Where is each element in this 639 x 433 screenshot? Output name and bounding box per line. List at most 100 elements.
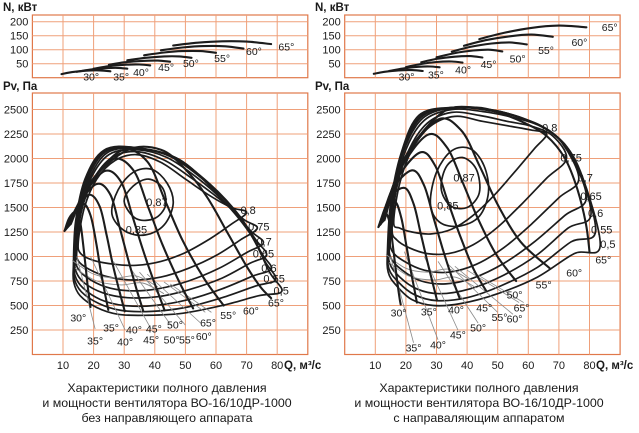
thin-curve — [74, 267, 165, 295]
caption-right: Характеристики полного давления и мощнос… — [326, 381, 632, 426]
y-tick-label: 100 — [322, 45, 340, 57]
efficiency-contour-0,7 — [74, 148, 265, 292]
leader-line — [390, 256, 414, 343]
angle-label: 50° — [470, 323, 486, 335]
angle-label: 35° — [421, 306, 437, 318]
angle-label: 65° — [200, 318, 216, 330]
grid-layer — [31, 14, 621, 356]
efficiency-label: 0,65 — [580, 191, 601, 203]
caption-left-line2: и мощности вентилятора ВО-16/10ДР-1000 — [42, 396, 292, 410]
angle-label: 55° — [536, 279, 552, 291]
leader-line — [113, 261, 152, 330]
caption-right-line3: с направаляющим аппаратом — [393, 411, 565, 425]
y-tick-label: 1500 — [316, 203, 340, 215]
panel-border — [31, 92, 309, 356]
axis-titles-layer: N, кВт N, кВт Pv, Па Pv, Па Q, м³/с Q, м… — [3, 2, 634, 372]
angle-label: 60° — [571, 37, 587, 49]
y-tick-label: 750 — [322, 276, 340, 288]
y-tick-label: 2000 — [4, 154, 28, 166]
y-tick-label: 50 — [16, 59, 28, 71]
angle-label: 30° — [399, 72, 415, 84]
angle-label: 55° — [538, 45, 554, 57]
panel-border — [344, 92, 621, 356]
efficiency-label: 0,5 — [600, 239, 615, 251]
leader-line — [76, 256, 96, 330]
angle-label: 60° — [196, 331, 212, 343]
angle-label: 30° — [70, 313, 86, 325]
angle-label: 40° — [430, 339, 446, 351]
leader-line — [169, 283, 212, 313]
x-tick-label: 20 — [87, 360, 99, 372]
y-tick-label: 1750 — [4, 178, 28, 190]
efficiency-label: 0,75 — [248, 222, 269, 234]
curve-65° — [69, 145, 273, 300]
efficiency-label: 0,55 — [591, 225, 612, 237]
curve-30° — [372, 69, 424, 75]
leader-line — [466, 269, 520, 303]
panel-border — [31, 14, 309, 79]
curve-65° — [478, 24, 588, 41]
y-tick-label: 1250 — [316, 227, 340, 239]
angle-label: 35° — [103, 323, 119, 335]
y-tick-label: 200 — [322, 17, 340, 29]
x-tick-label: 60 — [210, 360, 222, 372]
angle-label: 40° — [455, 65, 471, 77]
curve-35° — [75, 66, 129, 73]
angle-label: 55° — [214, 53, 230, 65]
efficiency-contour-0,5 — [72, 145, 283, 317]
x-tick-label: 40 — [461, 360, 473, 372]
caption-right-line1: Характеристики полного давления — [379, 381, 579, 395]
efficiency-contour-0,6 — [387, 106, 592, 295]
y-tick-label: 2250 — [316, 129, 340, 141]
y-tick-label: 2000 — [316, 154, 340, 166]
y-tick-label: 500 — [322, 301, 340, 313]
x-tick-label: 50 — [179, 360, 191, 372]
x-tick-label: 10 — [369, 360, 381, 372]
y-tick-label: 100 — [10, 45, 28, 57]
y-tick-label: 1750 — [316, 178, 340, 190]
y-tick-label: 2250 — [4, 129, 28, 141]
curve-65° — [383, 105, 591, 253]
angle-label: 50° — [183, 58, 199, 70]
curve-55° — [143, 49, 218, 57]
angle-label: 40° — [133, 67, 149, 79]
efficiency-label: 0,8 — [542, 123, 557, 135]
leader-line — [139, 271, 186, 326]
angle-label: 65° — [602, 22, 618, 34]
efficiency-label: 0,7 — [256, 236, 271, 248]
flow-axis-label-left: Q, м³/с — [284, 360, 322, 372]
y-tick-label: 1000 — [316, 252, 340, 264]
caption-right-line2: и мощности вентилятора ВО-16/10ДР-1000 — [354, 396, 604, 410]
angle-label: 45° — [481, 59, 497, 71]
y-tick-label: 150 — [322, 31, 340, 43]
leader-line — [473, 271, 524, 303]
leader-line — [454, 265, 514, 315]
angle-label: 60° — [507, 314, 523, 326]
angle-label: 65° — [268, 298, 284, 310]
efficiency-label: 0,6 — [261, 263, 276, 275]
x-tick-label: 70 — [553, 360, 565, 372]
y-tick-label: 250 — [10, 325, 28, 337]
efficiency-label: 0,55 — [263, 274, 284, 286]
efficiency-label: 0,85 — [437, 201, 458, 213]
efficiency-contour-0,87 — [440, 156, 481, 210]
y-tick-label: 2500 — [4, 105, 28, 117]
angle-label: 60° — [566, 268, 582, 280]
curve-40° — [404, 60, 464, 69]
y-tick-label: 1000 — [4, 252, 28, 264]
angle-label: 45° — [450, 329, 466, 341]
angle-label: 35° — [113, 71, 129, 83]
angle-label: 50° — [167, 320, 183, 332]
x-tick-label: 80 — [583, 360, 595, 372]
angle-label: 40° — [117, 336, 133, 348]
angle-label: 50° — [507, 290, 523, 302]
y-tick-label: 250 — [322, 325, 340, 337]
thin-curve — [388, 262, 477, 289]
x-tick-label: 20 — [400, 360, 412, 372]
efficiency-label: 0,5 — [274, 285, 289, 297]
efficiency-contour-0,85 — [429, 146, 490, 228]
caption-left: Характеристики полного давления и мощнос… — [14, 381, 320, 426]
angle-label: 55° — [220, 310, 236, 322]
